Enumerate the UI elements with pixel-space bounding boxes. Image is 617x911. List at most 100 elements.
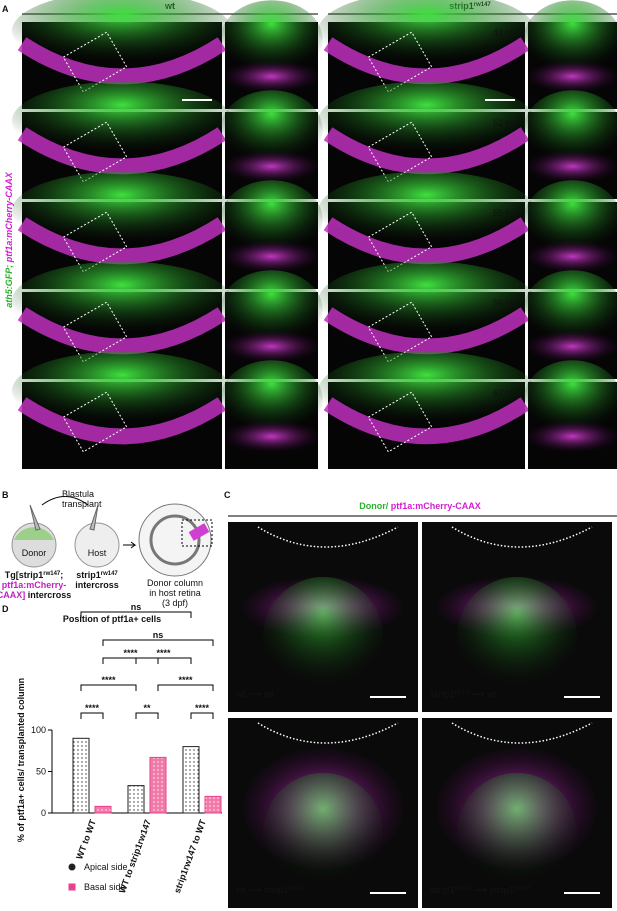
caption-part: strip1 [430,689,455,699]
inset-box [62,121,128,183]
pipette [29,504,99,531]
label: Host [88,548,107,558]
retina-edge [451,526,593,548]
significance: **** [85,703,100,713]
panel-label: C [224,490,231,500]
gfp-signal [220,90,323,169]
inset-box [367,391,433,453]
gfp-signal [12,0,232,70]
inset-box [62,211,128,273]
significance-bracket [190,712,214,719]
gfp-signal [318,171,535,250]
mcherry-signal [17,37,227,85]
gfp-signal [220,360,323,439]
legend-marker [68,863,76,871]
inset-box [367,211,433,273]
significance: ** [143,703,151,713]
panel-title-part: Donor/ [359,501,391,511]
host-embryo [74,522,120,568]
donor-column [188,523,210,541]
label-part: Tg[strip1 [5,570,44,580]
chart-title: Position of ptf1a+ cells [63,614,161,624]
gfp-signal [12,171,232,250]
mcherry-signal [17,307,227,355]
caption: strip1rw147 ⟶ strip1rw147 [430,885,532,895]
inset-box [62,391,128,453]
retina-edge [257,722,399,744]
retina-edge [451,722,593,744]
gfp-signal [318,81,535,160]
bar [127,785,145,814]
x-tick-label: WT to WT [74,818,98,861]
mcherry-signal [323,397,530,445]
inset-box [367,31,433,93]
y-label: ath5:GFP; ptf1a:mCherry-CAAX [4,171,14,308]
panel-label: D [2,604,9,614]
caption: strip1rw147⟶ wt [430,689,497,699]
inset-box [367,121,433,183]
arrow [41,496,89,506]
gfp-signal [12,351,232,430]
label-part: rw147 [101,571,119,577]
significance: ns [153,630,164,640]
mcherry-signal [528,61,617,92]
caption-part: rw147 [455,886,473,892]
mcherry-signal [323,37,530,85]
gfp-signal [523,270,617,349]
mcherry-signal [225,151,318,182]
x-tick-label: strip1rw147 to WT [172,818,208,895]
panel-title: Donor/ ptf1a:mCherry-CAAX [359,501,481,511]
mcherry-signal [17,217,227,265]
label: strip1rw147 [76,570,118,580]
mcherry-signal [528,241,617,272]
mcherry-signal [323,307,530,355]
caption-part: strip1 [430,885,455,895]
mcherry-signal [528,331,617,362]
bar [182,746,200,814]
caption: wt ⟶ wt [235,689,274,699]
label: transplant [62,499,102,509]
legend-label: Apical side [84,862,128,872]
significance: **** [101,675,116,685]
label-part: rw147 [43,571,61,577]
bar [149,756,167,814]
significance-bracket [102,639,214,646]
y-tick-label: 0 [41,808,46,818]
significance: **** [195,703,210,713]
mcherry-signal [225,241,318,272]
donor-cells [14,527,54,540]
y-tick-label: 100 [31,725,46,735]
inset-box [367,301,433,363]
y-label-part: ath5:GFP; [4,265,14,308]
caption: wt ⟶ strip1rw147 [235,885,306,895]
significance-bracket [135,712,159,719]
label: ptf1a:mCherry- [2,580,67,590]
timepoint: 59 hpf [493,298,519,308]
label: Donor [22,548,47,558]
gfp-signal [457,773,577,893]
significance-bracket [80,611,192,618]
label-part: ptf1a:mCherry- [2,580,67,590]
gfp-signal [523,180,617,259]
panel-title-part: ptf1a:mCherry-CAAX [391,501,481,511]
arrow [123,541,137,549]
gfp-signal [318,261,535,340]
gfp-signal [263,577,383,697]
caption-part: rw147 [514,886,532,892]
label-part: CAAX] [0,590,25,600]
gfp-signal [523,360,617,439]
gfp-signal [220,270,323,349]
gfp-signal [318,351,535,430]
eye [149,514,201,566]
inset-box [62,301,128,363]
gfp-signal [12,81,232,160]
gfp-signal [263,773,383,893]
y-tick-label: 50 [36,767,46,777]
significance: ns [131,602,142,612]
mcherry-signal [528,421,617,452]
bar [204,795,222,814]
label-part: intercross [75,580,119,590]
mcherry-signal [323,127,530,175]
